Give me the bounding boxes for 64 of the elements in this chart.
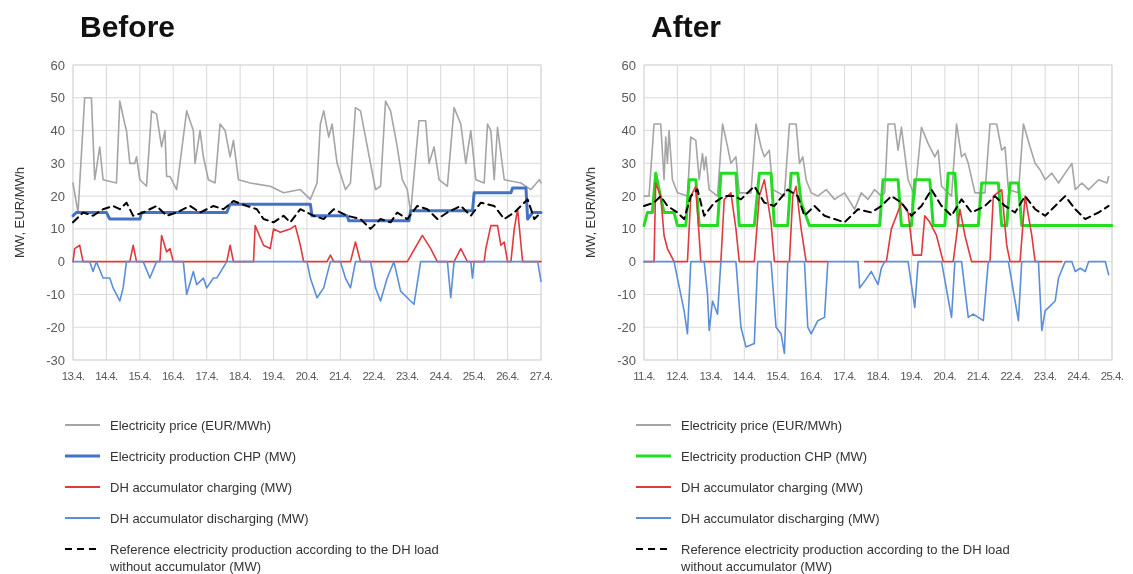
x-tick-label: 16.4.	[799, 370, 823, 382]
y-axis-title: MW, EUR/MWh	[583, 167, 598, 258]
legend-label: DH accumulator charging (MW)	[681, 479, 864, 495]
x-tick-label: 23.4.	[396, 370, 419, 382]
y-tick-label: 10	[50, 221, 65, 237]
y-tick-label: 20	[50, 188, 65, 204]
x-tick-label: 27.4.	[529, 370, 553, 382]
x-tick-label: 25.4.	[462, 370, 486, 382]
y-tick-label: 0	[57, 254, 65, 270]
x-tick-label: 22.4.	[362, 370, 386, 382]
chart-title: After	[651, 10, 722, 43]
y-tick-label: 30	[621, 155, 636, 171]
y-tick-label: 20	[621, 188, 636, 204]
y-axis-title: MW, EUR/MWh	[12, 167, 27, 258]
x-tick-label: 13.4.	[61, 370, 85, 382]
y-tick-label: 60	[621, 57, 636, 73]
x-tick-label: 15.4.	[766, 370, 790, 382]
y-tick-label: 30	[50, 155, 65, 171]
x-tick-label: 14.4.	[733, 370, 756, 382]
x-tick-label: 20.4.	[933, 370, 957, 382]
x-tick-label: 13.4.	[699, 370, 723, 382]
x-tick-label: 17.4.	[833, 370, 857, 382]
x-tick-label: 21.4.	[967, 370, 990, 382]
y-tick-label: -10	[46, 286, 65, 302]
legend-label: Reference electricity production according to the DH load without accumulator (MW)	[680, 541, 1010, 574]
x-tick-label: 18.4.	[866, 370, 890, 382]
x-tick-label: 26.4.	[496, 370, 520, 382]
x-tick-label: 21.4.	[329, 370, 353, 382]
y-tick-label: 10	[621, 221, 636, 237]
x-tick-label: 24.4.	[1067, 370, 1091, 382]
x-tick-label: 18.4.	[228, 370, 252, 382]
x-tick-label: 25.4.	[1100, 370, 1124, 382]
legend-label: DH accumulator discharging (MW)	[110, 510, 309, 526]
legend-label: Electricity price (EUR/MWh)	[110, 417, 272, 433]
x-tick-label: 20.4.	[295, 370, 319, 382]
legend-label: Electricity production CHP (MW)	[681, 448, 868, 464]
legend-label: DH accumulator discharging (MW)	[681, 510, 880, 526]
x-tick-label: 22.4.	[1000, 370, 1024, 382]
legend-label: Electricity price (EUR/MWh)	[681, 417, 843, 433]
x-tick-label: 14.4.	[95, 370, 119, 382]
x-tick-label: 23.4.	[1033, 370, 1057, 382]
y-tick-label: -30	[46, 352, 65, 368]
x-tick-label: 19.4.	[262, 370, 286, 382]
y-tick-label: -30	[617, 352, 636, 368]
x-tick-label: 11.4.	[633, 370, 656, 382]
y-tick-label: -20	[617, 319, 636, 335]
x-tick-label: 17.4.	[195, 370, 219, 382]
legend-label: Reference electricity production according to the DH load without accumulator (MW)	[109, 541, 439, 574]
y-tick-label: 40	[50, 123, 65, 139]
y-tick-label: 40	[621, 123, 636, 139]
y-tick-label: -10	[617, 286, 636, 302]
chart-title: Before	[80, 10, 176, 43]
y-tick-label: 0	[628, 254, 636, 270]
x-tick-label: 19.4.	[900, 370, 924, 382]
x-tick-label: 12.4.	[666, 370, 690, 382]
y-tick-label: 50	[50, 90, 65, 106]
y-tick-label: -20	[46, 319, 65, 335]
y-tick-label: 60	[50, 57, 65, 73]
x-tick-label: 24.4.	[429, 370, 453, 382]
x-tick-label: 15.4.	[128, 370, 152, 382]
legend-label: DH accumulator charging (MW)	[110, 479, 293, 495]
y-tick-label: 50	[621, 90, 636, 106]
legend-label: Electricity production CHP (MW)	[110, 448, 297, 464]
x-tick-label: 16.4.	[162, 370, 185, 382]
